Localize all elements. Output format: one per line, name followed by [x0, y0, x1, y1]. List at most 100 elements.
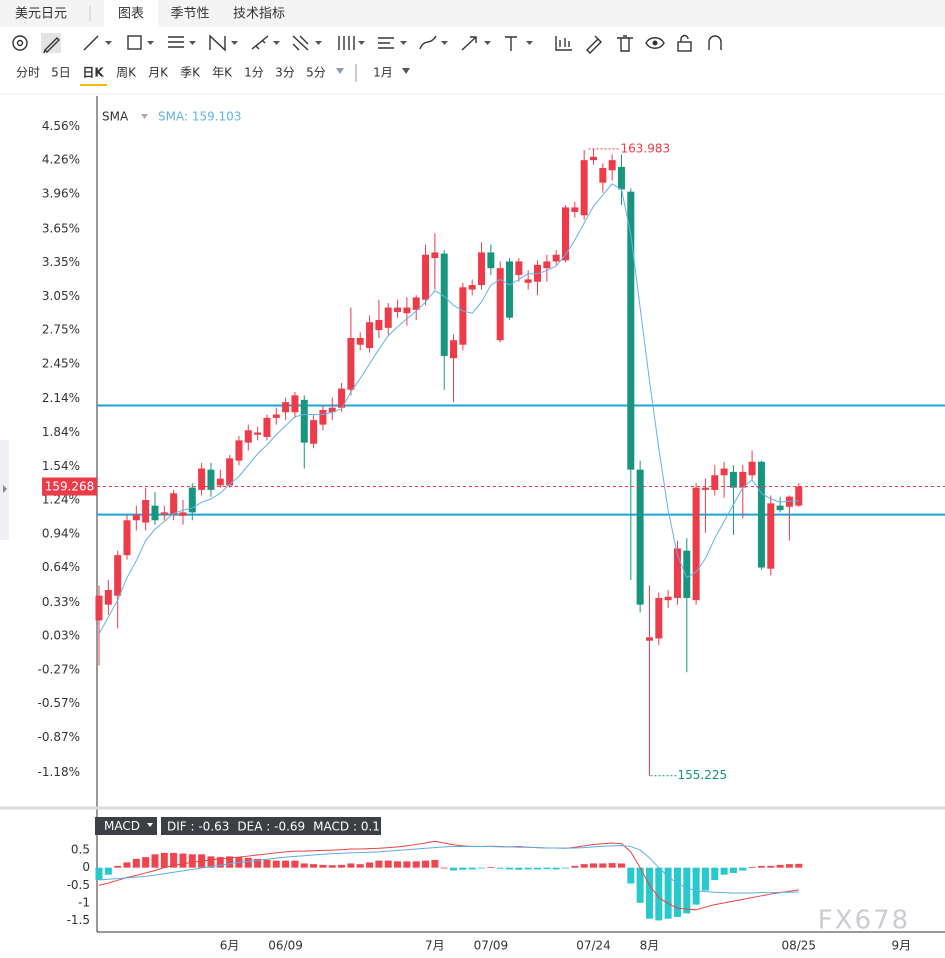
candle-body: [496, 268, 504, 341]
candle-body: [701, 487, 709, 490]
period[interactable]: 分时: [16, 66, 40, 80]
y-tick-label: 0.03%: [42, 629, 80, 643]
macd-bar: [608, 863, 616, 868]
macd-bar: [244, 857, 252, 868]
macd-dropdown[interactable]: [147, 823, 153, 827]
macd-label[interactable]: MACD: [104, 819, 140, 833]
period[interactable]: 1分: [244, 66, 264, 80]
macd-bar: [795, 863, 803, 868]
tool-icon[interactable]: [338, 36, 365, 50]
tool-icon[interactable]: [251, 35, 280, 50]
period[interactable]: 3分: [275, 66, 295, 80]
side-handle-arrow[interactable]: [3, 485, 7, 493]
macd-bar: [366, 862, 374, 868]
candle-body: [664, 596, 672, 601]
x-tick-label: 9月: [892, 939, 912, 953]
tool-icon[interactable]: [461, 36, 491, 51]
x-tick-label: 08/25: [781, 939, 816, 953]
y-tick-label: 4.56%: [42, 119, 80, 133]
tool-icon[interactable]: [505, 36, 533, 51]
symbol: 美元日元: [15, 7, 67, 22]
tool-icon[interactable]: [378, 37, 407, 49]
macd-bar: [571, 865, 579, 868]
tool-icon[interactable]: [645, 37, 665, 49]
period[interactable]: 5日: [51, 66, 71, 80]
period[interactable]: 月K: [148, 66, 169, 80]
candle-body: [450, 340, 458, 359]
macd-bar: [720, 867, 728, 875]
macd-bar: [394, 861, 402, 868]
high-label: 163.983: [620, 141, 670, 155]
period[interactable]: 年K: [212, 66, 233, 80]
period[interactable]: 5分: [306, 66, 326, 80]
period[interactable]: 季K: [180, 66, 201, 80]
tab[interactable]: 技术指标: [233, 7, 285, 22]
candle-body: [655, 597, 663, 639]
tool-icon[interactable]: [586, 35, 602, 54]
candle-body: [739, 471, 747, 488]
macd-bar: [692, 867, 700, 905]
candle-body: [170, 493, 178, 515]
y-tick-label: 2.75%: [42, 323, 80, 337]
candle-body: [403, 307, 411, 314]
range-dropdown[interactable]: [402, 68, 410, 74]
candle-body: [384, 307, 392, 328]
candle-body: [151, 505, 159, 521]
candle-body: [757, 461, 765, 568]
candle-body: [440, 253, 448, 356]
macd-bar: [431, 859, 439, 868]
period[interactable]: 周K: [116, 66, 137, 80]
tool-icon[interactable]: [83, 35, 112, 51]
candle-body: [412, 297, 420, 310]
tool-icon[interactable]: [41, 33, 61, 54]
macd-y-tick-label: -0.5: [67, 878, 90, 892]
candle-body: [459, 287, 467, 345]
candle-body: [534, 264, 542, 282]
macd-bar: [543, 867, 551, 870]
macd-bar: [104, 867, 112, 875]
candle-body: [711, 475, 719, 490]
toolbar: [12, 33, 722, 54]
macd-bar: [757, 865, 765, 868]
candle-body: [627, 191, 635, 470]
candle-body: [291, 395, 299, 413]
tool-icon[interactable]: [209, 34, 238, 52]
y-tick-label: 1.24%: [42, 493, 80, 507]
tool-icon[interactable]: [127, 35, 154, 50]
macd-bar: [515, 867, 523, 870]
range-select[interactable]: 1月: [373, 66, 393, 80]
tool-icon[interactable]: [677, 34, 692, 52]
macd-readout: DIF : -0.63 DEA : -0.69 MACD : 0.11: [167, 819, 388, 833]
candle-body: [282, 402, 290, 413]
candle-body: [188, 487, 196, 513]
indicator-label[interactable]: SMA: [102, 110, 129, 124]
macd-line: [98, 840, 799, 911]
tool-icon[interactable]: [168, 36, 196, 48]
indicator-dropdown[interactable]: [141, 114, 148, 119]
tool-icon[interactable]: [617, 35, 633, 52]
tool-icon[interactable]: [708, 35, 722, 50]
macd-bar: [291, 860, 299, 868]
tool-icon[interactable]: [12, 35, 28, 51]
tool-icon[interactable]: [555, 36, 572, 51]
candle-body: [468, 285, 476, 290]
last-price-label: 159.268: [45, 480, 95, 494]
macd-bar: [95, 867, 103, 880]
candle-body: [552, 254, 560, 262]
y-tick-label: 0.64%: [42, 560, 80, 574]
candle-body: [366, 322, 374, 349]
period-active[interactable]: 日K: [82, 66, 104, 80]
tool-icon[interactable]: [292, 35, 322, 51]
macd-selector[interactable]: [95, 817, 157, 835]
candle-body: [543, 261, 551, 269]
period-dropdown[interactable]: [336, 68, 344, 74]
tab[interactable]: 季节性: [170, 7, 209, 22]
tab[interactable]: 图表: [118, 7, 144, 22]
candle-body: [767, 503, 775, 569]
macd-bar: [207, 856, 215, 868]
tool-icon[interactable]: [419, 35, 448, 50]
active-tab[interactable]: [104, 0, 158, 27]
macd-bar: [701, 867, 709, 891]
candle-body: [263, 417, 271, 437]
